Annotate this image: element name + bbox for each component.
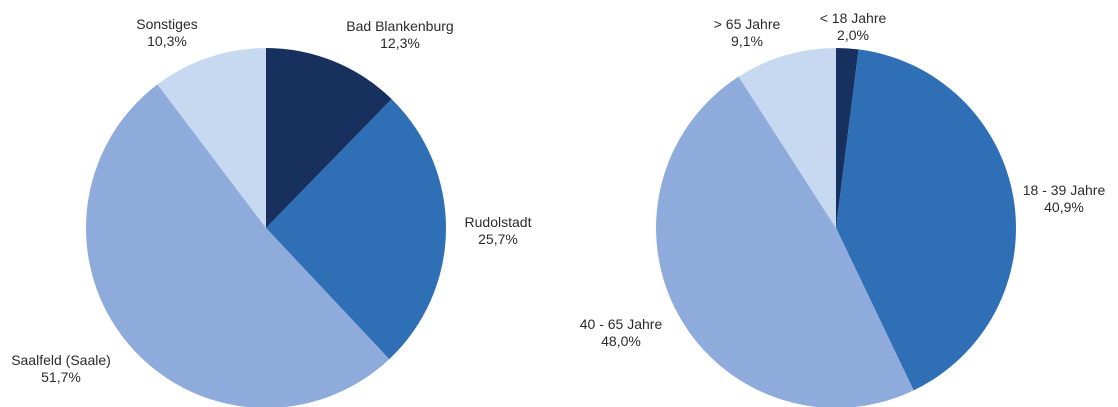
slice-label: Saalfeld (Saale) [11, 352, 111, 368]
label-bad-blankenburg: Bad Blankenburg 12,3% [330, 18, 470, 52]
slice-value: 51,7% [41, 369, 81, 385]
slice-label: Sonstiges [136, 16, 198, 32]
slice-value: 12,3% [380, 35, 420, 51]
label-saalfeld: Saalfeld (Saale) 51,7% [2, 352, 120, 386]
label-under-18: < 18 Jahre 2,0% [808, 10, 898, 44]
slice-value: 48,0% [601, 333, 641, 349]
label-sonstiges: Sonstiges 10,3% [122, 16, 212, 50]
slice-value: 2,0% [837, 27, 869, 43]
slice-label: > 65 Jahre [713, 16, 781, 32]
slice-value: 25,7% [478, 231, 518, 247]
slice-label: Rudolstadt [464, 214, 532, 230]
label-18-39: 18 - 39 Jahre 40,9% [1012, 182, 1116, 216]
slice-value: 10,3% [147, 33, 187, 49]
pie-slice-saalfeld-saale [85, 84, 390, 407]
slice-label: 40 - 65 Jahre [579, 316, 663, 332]
label-over-65: > 65 Jahre 9,1% [702, 16, 792, 50]
pie-slice-rudolstadt [266, 99, 446, 360]
slice-value: 40,9% [1044, 199, 1084, 215]
label-40-65: 40 - 65 Jahre 48,0% [566, 316, 676, 350]
pie-slice-sonstiges [157, 48, 266, 228]
slice-value: 9,1% [731, 33, 763, 49]
label-rudolstadt: Rudolstadt 25,7% [448, 214, 548, 248]
slice-label: < 18 Jahre [819, 10, 887, 26]
pie-slice-bad-blankenburg [266, 47, 392, 228]
slice-label: 18 - 39 Jahre [1022, 182, 1106, 198]
slice-label: Bad Blankenburg [346, 18, 454, 34]
